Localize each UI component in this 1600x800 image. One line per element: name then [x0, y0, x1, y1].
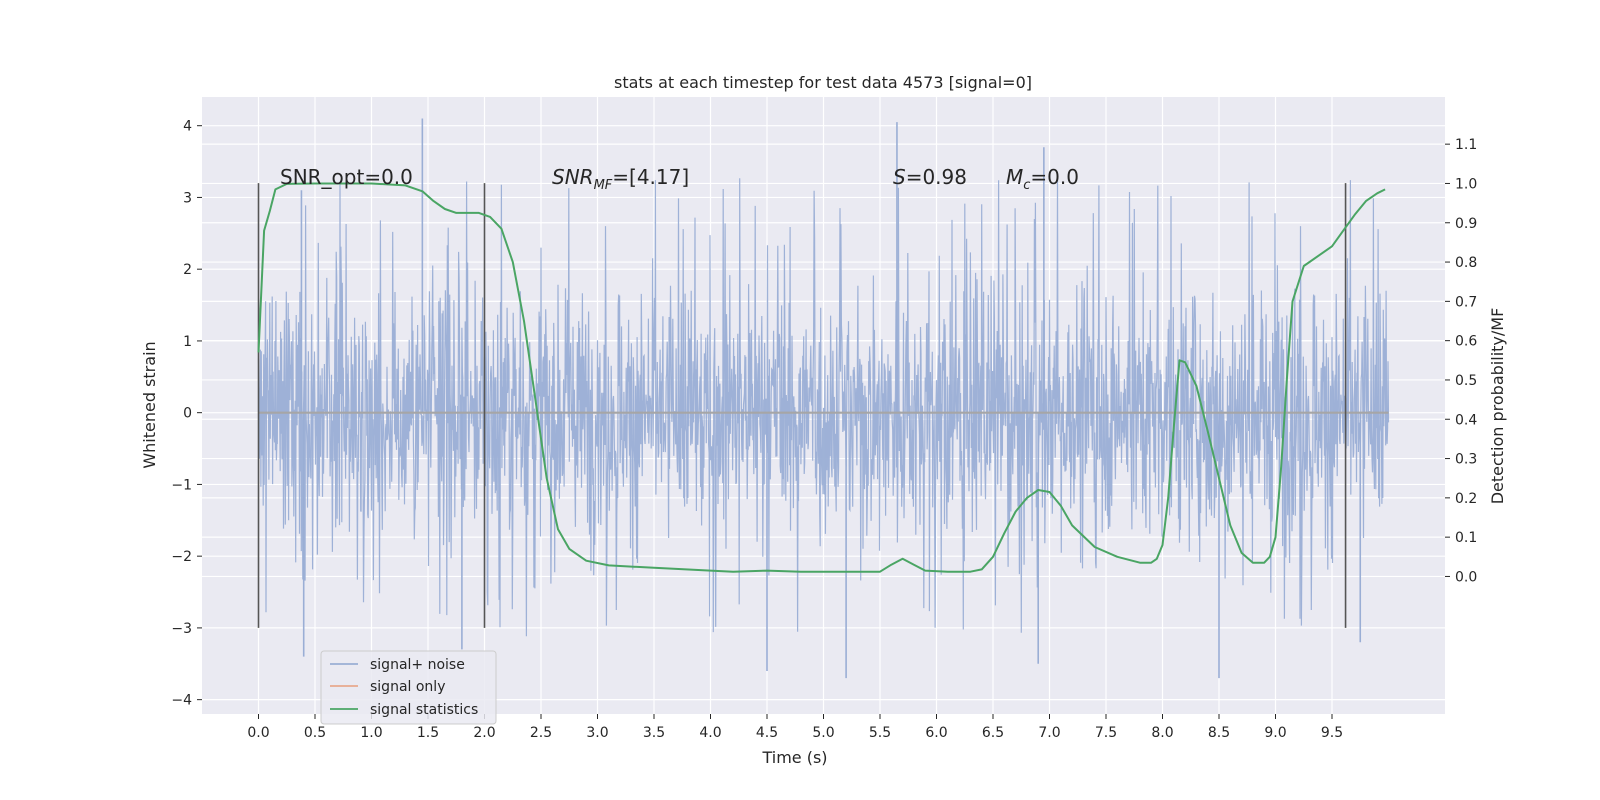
y-right-tick-label: 0.8 [1455, 255, 1477, 271]
x-tick-label: 1.0 [360, 725, 382, 741]
x-tick-label: 8.5 [1208, 725, 1230, 741]
y-right-tick-label: 1.1 [1455, 137, 1477, 153]
y-right-tick-label: 0.9 [1455, 216, 1477, 232]
y-tick-label: 1 [183, 334, 192, 350]
annotation-mc-value: =0.0 [1030, 165, 1079, 189]
x-tick-label: 2.0 [473, 725, 495, 741]
y-tick-label: 4 [183, 119, 192, 135]
annotation-snr-mf: SNRMF=[4.17] [552, 165, 689, 193]
legend-box [320, 650, 497, 725]
legend-label-signal-statistics: signal statistics [370, 702, 478, 718]
y-right-axis-ticks: 1.1 1.0 0.9 0.8 0.7 0.6 0.5 0.4 0.3 0.2 0.1 0.0 [1445, 137, 1477, 585]
y-tick-label: 3 [183, 190, 192, 206]
y-axis-ticks: 4 3 2 1 0 −1 −2 −3 −4 [171, 119, 202, 709]
x-tick-label: 9.5 [1321, 725, 1343, 741]
signal-statistics-series [257, 182, 1386, 573]
annotation-mc: Mc=0.0 [1006, 165, 1079, 193]
legend: signal+ noise signal only signal statist… [320, 650, 497, 725]
y-tick-label: −2 [171, 549, 192, 565]
signal-noise-series [257, 118, 1390, 679]
x-tick-label: 0.5 [304, 725, 326, 741]
chart-title: stats at each timestep for test data 457… [614, 73, 1032, 92]
x-tick-label: 4.0 [699, 725, 721, 741]
x-tick-label: 5.0 [812, 725, 834, 741]
signal-statistics-line [257, 182, 1386, 573]
y-tick-label: −1 [171, 477, 192, 493]
y-tick-label: 0 [183, 406, 192, 422]
signal-noise-line [257, 178, 1390, 637]
x-axis-ticks: 0.0 0.5 1.0 1.5 2.0 2.5 3.0 3.5 4.0 4.5 5.0 5.5 6.0 6… [247, 714, 1343, 741]
vertical-markers [257, 183, 1347, 628]
x-tick-label: 3.5 [643, 725, 665, 741]
y-right-tick-label: 1.0 [1455, 176, 1477, 192]
x-tick-label: 4.5 [756, 725, 778, 741]
y-right-axis-label: Detection probability/MF [1488, 308, 1507, 505]
x-tick-label: 8.0 [1151, 725, 1173, 741]
x-tick-label: 7.5 [1095, 725, 1117, 741]
y-right-tick-label: 0.7 [1455, 294, 1477, 310]
y-right-tick-label: 0.4 [1455, 412, 1477, 428]
annotation-snr-mf-symbol: SNR [552, 165, 594, 189]
x-axis-label: Time (s) [761, 748, 827, 767]
y-tick-label: −4 [171, 693, 192, 709]
x-tick-label: 6.5 [982, 725, 1004, 741]
y-axis-label: Whitened strain [140, 341, 159, 468]
annotation-mc-subscript: c [1023, 178, 1030, 193]
y-right-tick-label: 0.6 [1455, 334, 1477, 350]
x-tick-label: 0.0 [247, 725, 269, 741]
annotation-s: S=0.98 [893, 165, 967, 189]
legend-label-signal-noise: signal+ noise [370, 657, 465, 673]
legend-label-signal-only: signal only [370, 679, 445, 695]
annotation-snr-mf-subscript: MF [594, 178, 613, 193]
x-tick-label: 2.5 [530, 725, 552, 741]
y-right-tick-label: 0.5 [1455, 373, 1477, 389]
y-right-tick-label: 0.3 [1455, 452, 1477, 468]
x-tick-label: 7.0 [1038, 725, 1060, 741]
y-right-tick-label: 0.0 [1455, 569, 1477, 585]
y-tick-label: 2 [183, 262, 192, 278]
x-tick-label: 1.5 [417, 725, 439, 741]
x-tick-label: 6.0 [925, 725, 947, 741]
y-right-tick-label: 0.2 [1455, 491, 1477, 507]
y-tick-label: −3 [171, 621, 192, 637]
annotation-s-value: =0.98 [906, 165, 967, 189]
x-tick-label: 9.0 [1264, 725, 1286, 741]
x-tick-label: 5.5 [869, 725, 891, 741]
annotation-mc-symbol: M [1006, 165, 1023, 189]
annotation-snr-mf-value: =[4.17] [612, 165, 689, 189]
annotation-s-symbol: S [893, 165, 906, 189]
annotation-snr-opt: SNR_opt=0.0 [280, 165, 413, 189]
x-tick-label: 3.0 [586, 725, 608, 741]
y-right-tick-label: 0.1 [1455, 530, 1477, 546]
